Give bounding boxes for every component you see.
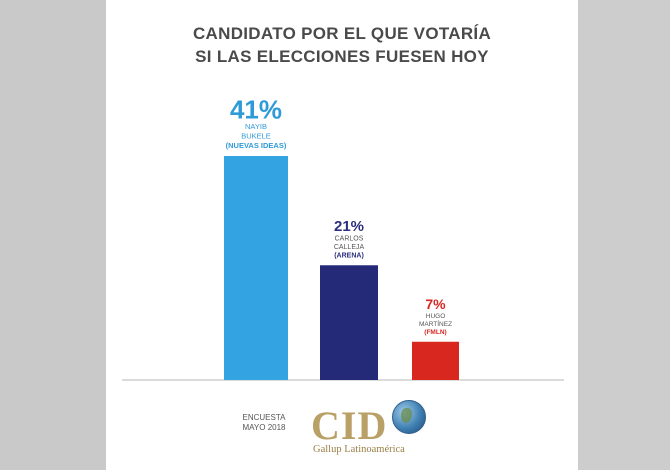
bars-group bbox=[224, 156, 459, 380]
title-line-2: SI LAS ELECCIONES FUESEN HOY bbox=[195, 47, 489, 66]
cid-gallup-logo: CID Gallup Latinoamérica bbox=[311, 398, 436, 462]
bar-martinez bbox=[412, 341, 459, 380]
survey-date: ENCUESTA MAYO 2018 bbox=[234, 413, 294, 433]
candidate-label-martinez-2: MARTÍNEZ bbox=[419, 319, 452, 328]
logo-text: CID bbox=[311, 403, 388, 448]
candidate-label-calleja-1: CARLOS bbox=[335, 235, 364, 242]
candidate-label-bukele-3: (NUEVAS IDEAS) bbox=[226, 141, 287, 150]
candidate-label-calleja-2: CALLEJA bbox=[334, 244, 365, 251]
logo-subtitle: Gallup Latinoamérica bbox=[313, 444, 405, 455]
left-background bbox=[0, 0, 106, 470]
right-background bbox=[578, 0, 670, 470]
value-label-martinez: 7% bbox=[425, 296, 446, 312]
bar-calleja bbox=[320, 265, 378, 380]
footer-line-2: MAYO 2018 bbox=[242, 423, 286, 432]
candidate-label-martinez-1: HUGO bbox=[426, 313, 446, 320]
chart-title: CANDIDATO POR EL QUE VOTARÍA SI LAS ELEC… bbox=[106, 22, 578, 68]
bar-bukele bbox=[224, 156, 288, 380]
candidate-label-bukele-1: NAYIB bbox=[245, 122, 267, 131]
poll-card: CANDIDATO POR EL QUE VOTARÍA SI LAS ELEC… bbox=[106, 0, 578, 470]
globe-icon bbox=[392, 400, 426, 434]
candidate-label-bukele-2: BUKELE bbox=[241, 132, 271, 141]
candidate-label-martinez-3: (FMLN) bbox=[424, 329, 446, 336]
candidate-label-calleja-3: (ARENA) bbox=[334, 252, 364, 259]
footer-line-1: ENCUESTA bbox=[242, 413, 286, 422]
value-label-calleja: 21% bbox=[334, 218, 364, 235]
value-label-bukele: 41% bbox=[230, 95, 282, 125]
title-line-1: CANDIDATO POR EL QUE VOTARÍA bbox=[192, 24, 492, 43]
